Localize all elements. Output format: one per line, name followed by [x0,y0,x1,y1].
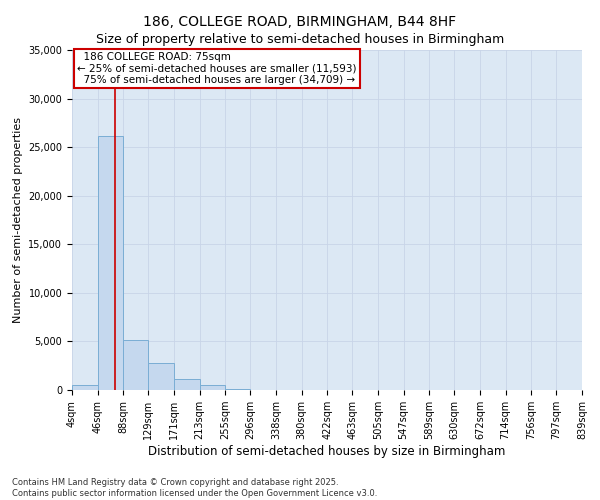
Bar [72,385,98,390]
Text: Size of property relative to semi-detached houses in Birmingham: Size of property relative to semi-detach… [96,32,504,46]
Bar [200,385,226,390]
X-axis label: Distribution of semi-detached houses by size in Birmingham: Distribution of semi-detached houses by … [148,445,506,458]
Bar [226,389,250,390]
Bar [148,363,174,390]
Bar [98,136,124,390]
Bar [124,340,148,390]
Bar [174,380,200,390]
Text: 186, COLLEGE ROAD, BIRMINGHAM, B44 8HF: 186, COLLEGE ROAD, BIRMINGHAM, B44 8HF [143,15,457,29]
Text: Contains HM Land Registry data © Crown copyright and database right 2025.
Contai: Contains HM Land Registry data © Crown c… [12,478,377,498]
Text: 186 COLLEGE ROAD: 75sqm
← 25% of semi-detached houses are smaller (11,593)
  75%: 186 COLLEGE ROAD: 75sqm ← 25% of semi-de… [77,52,356,85]
Y-axis label: Number of semi-detached properties: Number of semi-detached properties [13,117,23,323]
